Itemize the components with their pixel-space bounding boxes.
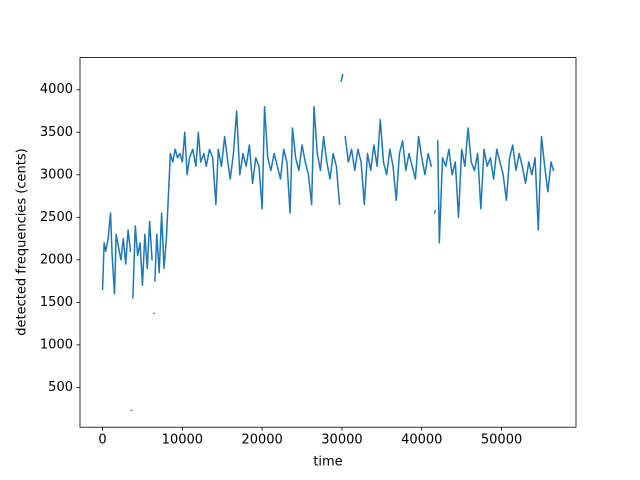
y-tick-label: 500 xyxy=(48,380,73,395)
y-tick-label: 2000 xyxy=(40,252,73,267)
y-tick-label: 4000 xyxy=(40,82,73,97)
y-tick-label: 3000 xyxy=(40,167,73,182)
y-tick-label: 1000 xyxy=(40,337,73,352)
x-tick-label: 30000 xyxy=(321,433,362,448)
x-tick-label: 10000 xyxy=(162,433,203,448)
y-axis-label: detected frequencies (cents) xyxy=(15,148,30,335)
x-tick-label: 50000 xyxy=(481,433,522,448)
x-tick-label: 0 xyxy=(98,433,106,448)
plot-frame xyxy=(79,57,577,428)
y-tick-label: 3500 xyxy=(40,125,73,140)
x-tick-label: 40000 xyxy=(401,433,442,448)
data-line xyxy=(101,73,555,412)
y-tick-label: 2500 xyxy=(40,210,73,225)
x-axis-label: time xyxy=(313,455,342,470)
y-tick-label: 1500 xyxy=(40,295,73,310)
x-tick-label: 20000 xyxy=(241,433,282,448)
